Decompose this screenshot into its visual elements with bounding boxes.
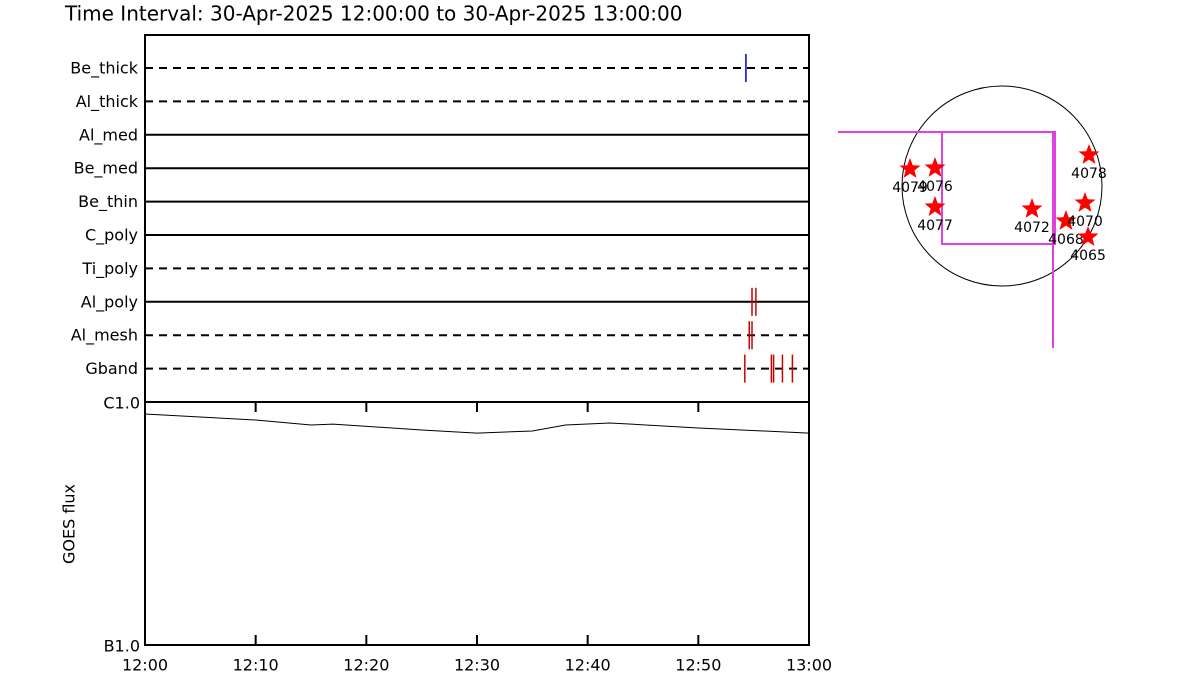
row-label: Ti_poly bbox=[81, 259, 138, 279]
row-label: C_poly bbox=[85, 226, 138, 246]
x-tick-label: 12:10 bbox=[233, 656, 279, 675]
active-region-label: 4070 bbox=[1067, 214, 1103, 230]
x-tick-label: 13:00 bbox=[786, 656, 832, 675]
x-tick-label: 12:30 bbox=[454, 656, 500, 675]
active-region-marker bbox=[1078, 143, 1100, 164]
active-region-marker bbox=[1055, 210, 1077, 230]
active-region-marker bbox=[924, 156, 946, 177]
active-region-label: 4072 bbox=[1014, 220, 1050, 236]
x-tick-label: 12:00 bbox=[122, 656, 168, 675]
goes-flux-line bbox=[144, 413, 810, 434]
row-label: Be_thin bbox=[78, 192, 138, 212]
x-tick-label: 12:20 bbox=[343, 656, 389, 675]
active-region-label: 4079 bbox=[892, 180, 928, 196]
solar-disk bbox=[901, 85, 1103, 287]
active-region-label: 4076 bbox=[917, 179, 953, 195]
active-region-label: 4078 bbox=[1071, 166, 1107, 182]
chart-title: Time Interval: 30-Apr-2025 12:00:00 to 3… bbox=[64, 2, 682, 26]
x-tick-label: 12:50 bbox=[675, 656, 721, 675]
row-label: Gband bbox=[85, 359, 138, 378]
row-label: Al_med bbox=[79, 125, 138, 145]
active-region-marker bbox=[1074, 191, 1096, 212]
row-label: Al_thick bbox=[76, 92, 139, 112]
active-region-marker bbox=[1021, 198, 1043, 218]
active-region-marker bbox=[1077, 226, 1099, 246]
row-label: Al_poly bbox=[81, 292, 138, 312]
active-region-label: 4077 bbox=[917, 218, 953, 234]
active-region-label: 4065 bbox=[1070, 248, 1106, 264]
row-label: Be_thick bbox=[70, 59, 138, 79]
active-region-marker bbox=[899, 158, 921, 178]
y-tick-label: C1.0 bbox=[103, 394, 140, 413]
y-axis-label: GOES flux bbox=[60, 484, 79, 564]
row-label: Al_mesh bbox=[71, 326, 138, 346]
active-region-label: 4068 bbox=[1048, 232, 1084, 248]
active-region-marker bbox=[924, 196, 946, 216]
x-tick-label: 12:40 bbox=[565, 656, 611, 675]
row-label: Be_med bbox=[74, 159, 138, 179]
y-tick-label: B1.0 bbox=[104, 637, 140, 656]
